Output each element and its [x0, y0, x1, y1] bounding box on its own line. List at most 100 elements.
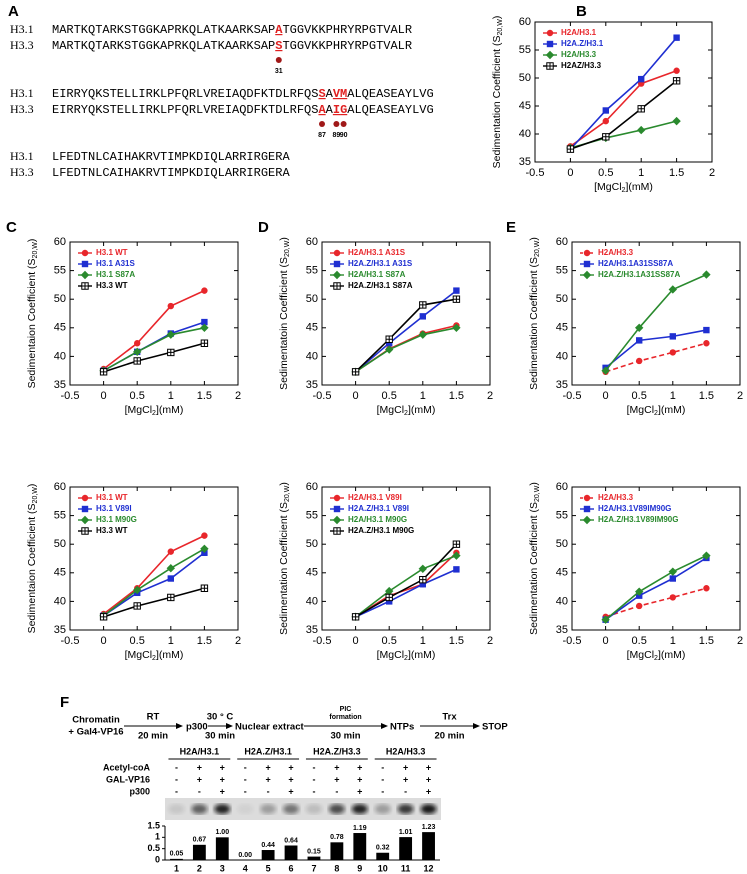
point — [637, 105, 645, 113]
point — [99, 368, 108, 376]
x-tick-label: 0.5 — [632, 635, 647, 647]
group-label: H2A/H3.3 — [386, 746, 426, 756]
sign: + — [426, 786, 431, 796]
bar-value-label: 1.00 — [215, 829, 229, 836]
legend-label: H3.1 M90G — [96, 515, 137, 524]
point — [637, 125, 646, 135]
sequence: EIRRYQKSTELLIRKLPFQRLVREIAQDFKTDLRFQSAAI… — [52, 103, 434, 117]
y-axis-label: Sedimentation Coefficient (S20,W) — [278, 482, 292, 635]
legend-label: H2AZ/H3.3 — [561, 61, 602, 70]
y-tick-label: 45 — [556, 567, 568, 579]
y-tick-label: 35 — [306, 624, 318, 636]
gel-band — [374, 804, 391, 814]
x-tick-label: 0.5 — [598, 167, 613, 179]
y-axis-label-part: Sedimentatoin Coefficient (S — [278, 257, 290, 390]
gel-band — [214, 804, 231, 814]
point — [167, 575, 174, 582]
sequence-name: H3.3 — [10, 165, 34, 179]
lane-number: 3 — [220, 863, 225, 873]
site-number: 90 — [340, 132, 348, 139]
x-tick-label: -0.5 — [526, 167, 545, 179]
x-axis-label-part: [MgCl — [627, 649, 654, 661]
lane-number: 4 — [243, 863, 248, 873]
y-tick-label: 45 — [306, 567, 318, 579]
y-tick-label: 35 — [519, 156, 531, 168]
panel-label: A — [8, 3, 19, 20]
scheme-start: + Gal4-VP16 — [68, 727, 123, 738]
point — [546, 40, 554, 48]
sign: + — [288, 786, 293, 796]
site-dot — [333, 121, 340, 127]
x-tick-label: 0.5 — [632, 390, 647, 402]
point — [385, 593, 393, 602]
point — [167, 593, 175, 602]
x-axis-label-part: ](mM) — [658, 649, 685, 661]
residue-segment: A — [318, 103, 326, 117]
point — [81, 249, 89, 257]
point — [638, 75, 645, 83]
point — [201, 287, 208, 294]
x-tick-label: 0 — [353, 390, 359, 402]
row-label: p300 — [129, 786, 150, 796]
y-tick-label: 55 — [306, 265, 318, 277]
plot-frame — [534, 21, 713, 163]
x-tick-label: 0.5 — [130, 390, 145, 402]
x-tick-label: 2 — [737, 390, 743, 402]
site-number: 31 — [275, 68, 283, 75]
point — [452, 551, 461, 560]
series-line — [103, 552, 205, 617]
gel-band — [328, 804, 345, 814]
x-tick-label: 2 — [487, 390, 493, 402]
group-label: H2A/H3.1 — [180, 746, 220, 756]
bar — [399, 837, 413, 860]
x-tick-label: 1 — [168, 390, 174, 402]
sign: + — [288, 774, 293, 784]
plot-frame — [321, 241, 491, 386]
residue-segment: MARTKQTARKSTGGKAPRKQLATKAARKSAP — [52, 39, 275, 53]
point — [99, 613, 108, 621]
legend-label: H2A.Z/H3.1V89IM90G — [598, 515, 678, 524]
panel-label: D — [258, 219, 269, 236]
panel-label: E — [506, 219, 516, 236]
bar — [284, 845, 298, 860]
sign: - — [244, 786, 247, 796]
point — [583, 494, 591, 502]
series-line — [355, 543, 457, 618]
y-tick-label: 40 — [306, 350, 318, 362]
bar — [330, 842, 344, 860]
series-line — [605, 587, 707, 618]
gel-band — [260, 804, 277, 814]
panel-label: B — [576, 3, 587, 20]
y-axis-label-part: ) — [26, 239, 38, 243]
point — [702, 551, 711, 560]
legend-label: H2A/H3.3 — [561, 50, 597, 59]
x-axis-label-sub: 2 — [152, 410, 156, 417]
sign: + — [220, 762, 225, 772]
y-axis-label-sub: 20,W — [534, 485, 541, 502]
point — [167, 348, 175, 357]
x-axis-label-part: ](mM) — [625, 181, 652, 193]
series-line — [103, 327, 205, 372]
lane-number: 12 — [424, 863, 434, 873]
group-label: H2A.Z/H3.1 — [244, 746, 292, 756]
point — [81, 282, 89, 290]
step-condition: RT — [147, 712, 160, 723]
group-label: H2A.Z/H3.3 — [313, 746, 361, 756]
y-axis-label-part: ) — [528, 482, 540, 486]
point — [546, 62, 554, 70]
point — [601, 366, 610, 375]
y-axis-label-part: Sedimentaion Coefficient (S — [26, 258, 38, 388]
y-axis-label-sub: 20,W — [284, 240, 291, 257]
scheme-stage: STOP — [482, 722, 508, 733]
point — [582, 270, 592, 280]
residue-segment: EIRRYQKSTELLIRKLPFQRLVREIAQDFKTDLRFQS — [52, 87, 318, 101]
series-line — [355, 289, 457, 373]
sign: + — [288, 762, 293, 772]
x-tick-label: 1.5 — [449, 390, 464, 402]
point — [453, 566, 460, 573]
x-axis-label-part: ](mM) — [658, 404, 685, 416]
lane-number: 5 — [266, 863, 271, 873]
point — [669, 594, 676, 601]
scheme-stage: p300 — [186, 722, 208, 733]
bar-value-label: 0.32 — [376, 845, 390, 852]
